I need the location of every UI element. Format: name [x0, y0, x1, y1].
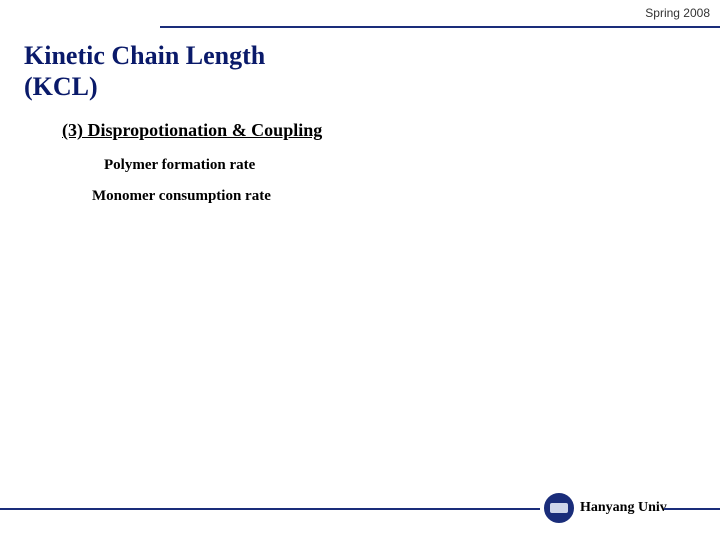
institution-logo [544, 493, 574, 523]
slide-content: Kinetic Chain Length (KCL) (3) Dispropot… [0, 40, 720, 205]
slide-title: Kinetic Chain Length (KCL) [24, 40, 696, 102]
semester-label: Spring 2008 [645, 6, 710, 20]
title-line-2: (KCL) [24, 71, 696, 102]
footer-rule-left [0, 508, 540, 510]
header-rule [160, 26, 720, 28]
title-line-1: Kinetic Chain Length [24, 40, 696, 71]
bullet-item-1: Polymer formation rate [104, 157, 696, 174]
slide-header: Spring 2008 [0, 0, 720, 28]
bullet-item-2: Monomer consumption rate [92, 188, 696, 205]
institution-name: Hanyang Univ [580, 500, 667, 516]
section-subheading: (3) Dispropotionation & Coupling [62, 120, 696, 141]
logo-inner [550, 503, 568, 513]
footer-rule-right [664, 508, 720, 510]
slide-footer: Hanyang Univ [0, 492, 720, 524]
